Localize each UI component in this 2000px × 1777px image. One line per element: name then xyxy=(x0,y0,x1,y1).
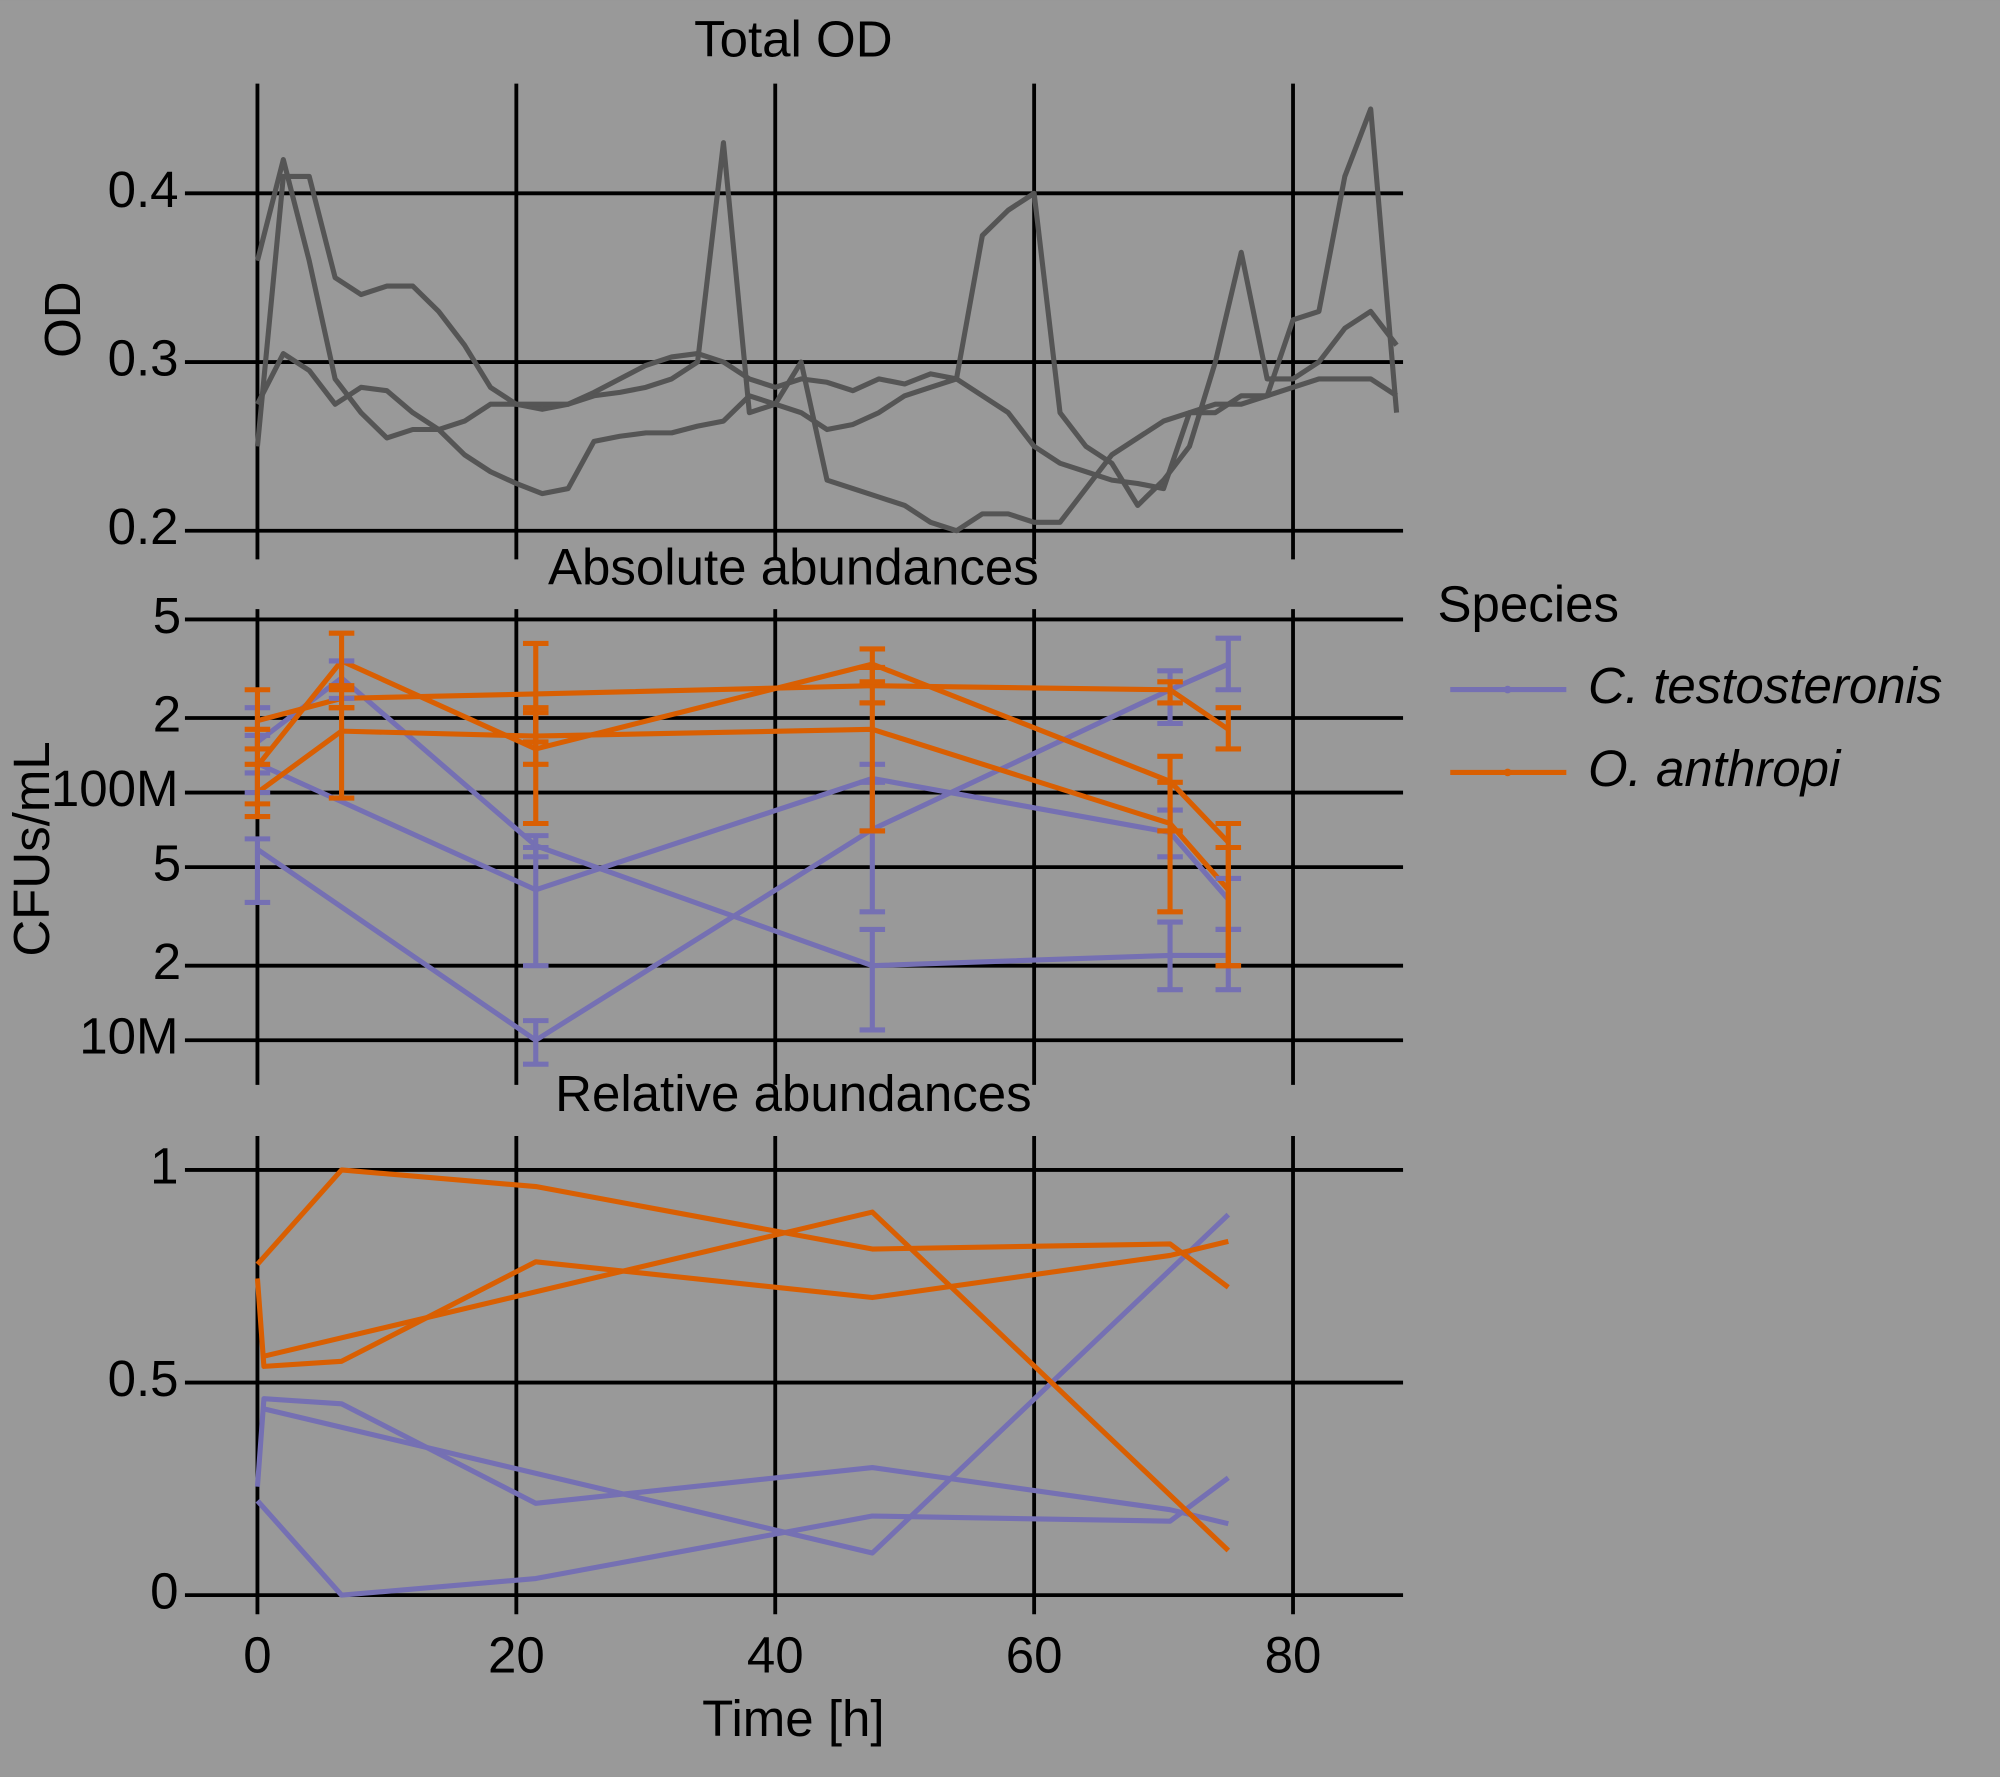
error-bar xyxy=(859,646,886,685)
data-line xyxy=(255,726,1231,892)
error-bar xyxy=(328,630,355,689)
legend-label: O. anthropi xyxy=(1588,740,1842,797)
y-tick-label: 100M xyxy=(51,760,179,817)
error-bar xyxy=(328,705,355,801)
error-bar xyxy=(1215,705,1242,752)
panel-title: Total OD xyxy=(694,10,892,67)
y-tick-label: 10M xyxy=(79,1008,178,1065)
error-bar xyxy=(1157,919,1183,993)
legend-title: Species xyxy=(1438,575,1620,632)
data-line xyxy=(256,683,1230,732)
error-bar xyxy=(523,710,549,827)
y-tick-label: 0.4 xyxy=(108,161,179,218)
y-tick-label: 2 xyxy=(153,933,181,990)
panel-title: Relative abundances xyxy=(555,1065,1031,1122)
data-line xyxy=(255,675,1229,969)
x-tick-label: 0 xyxy=(243,1626,271,1683)
y-tick-label: 0.2 xyxy=(108,498,179,555)
y-axis-label: CFUs/mL xyxy=(3,741,60,956)
error-bar xyxy=(523,1018,549,1067)
error-bar xyxy=(859,700,886,834)
x-tick-label: 60 xyxy=(1006,1626,1063,1683)
x-axis-label: Time [h] xyxy=(702,1690,884,1747)
y-axis-label: OD xyxy=(34,281,91,358)
error-bar xyxy=(1157,679,1183,706)
error-bar xyxy=(1157,779,1183,915)
error-bar xyxy=(1215,844,1242,969)
x-tick-label: 20 xyxy=(488,1626,545,1683)
error-bar xyxy=(523,833,549,860)
y-tick-label: 0 xyxy=(150,1563,178,1620)
y-tick-label: 0.5 xyxy=(108,1350,179,1407)
data-line xyxy=(255,1475,1230,1598)
legend-marker xyxy=(1503,685,1512,694)
data-line xyxy=(263,1209,1231,1553)
y-tick-label: 5 xyxy=(153,587,181,644)
data-line xyxy=(255,1167,1230,1290)
data-line xyxy=(254,106,1400,534)
data-line xyxy=(255,658,1231,845)
error-bar xyxy=(1215,635,1242,693)
error-bar xyxy=(244,836,271,905)
legend-label: C. testosteronis xyxy=(1588,657,1942,714)
x-tick-label: 40 xyxy=(747,1626,804,1683)
error-bar xyxy=(859,926,886,1033)
panel-title: Absolute abundances xyxy=(548,538,1039,595)
data-line xyxy=(263,1212,1231,1556)
y-tick-label: 5 xyxy=(153,835,181,892)
error-bar xyxy=(244,761,271,807)
data-line xyxy=(254,1238,1229,1369)
data-line xyxy=(255,190,1399,508)
x-tick-label: 80 xyxy=(1265,1626,1322,1683)
y-tick-label: 1 xyxy=(150,1137,178,1194)
y-tick-label: 0.3 xyxy=(108,330,179,387)
data-line xyxy=(254,157,1398,492)
y-tick-label: 2 xyxy=(153,685,181,742)
data-line xyxy=(254,1396,1229,1527)
legend-marker xyxy=(1503,768,1512,777)
